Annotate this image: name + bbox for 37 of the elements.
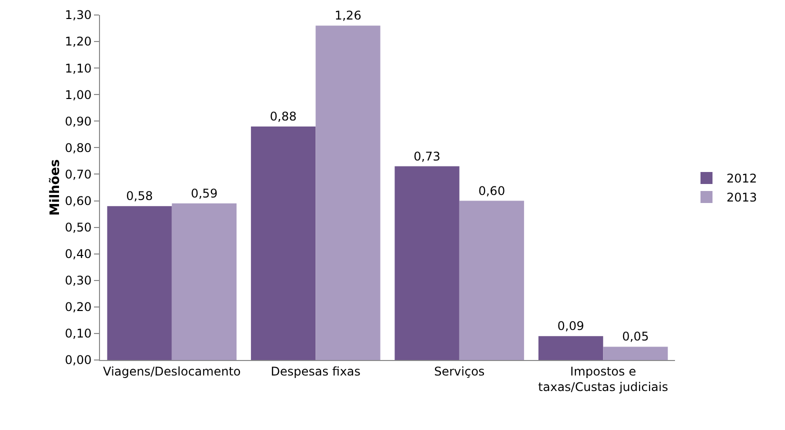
y-tick-label: 0,30 — [64, 274, 92, 288]
bar — [107, 206, 172, 360]
data-label: 0,09 — [557, 319, 584, 334]
y-tick-label: 0,00 — [64, 353, 92, 368]
y-axis-title: Milhões — [48, 158, 63, 216]
y-tick-label: 1,20 — [64, 34, 92, 49]
bar — [538, 336, 604, 360]
x-tick-label: Serviços — [434, 364, 485, 378]
bar — [250, 126, 316, 360]
bar — [394, 166, 460, 360]
y-tick-label: 0,80 — [64, 140, 92, 155]
y-tick-label: 0,40 — [64, 247, 92, 262]
x-tick-label: Despesas fixas — [270, 364, 361, 378]
y-tick-label: 0,90 — [64, 114, 92, 128]
data-label: 1,26 — [334, 8, 362, 23]
y-tick-label: 0,20 — [64, 300, 92, 314]
data-label: 0,59 — [190, 186, 218, 200]
bar — [316, 26, 380, 360]
data-label: 0,73 — [414, 149, 440, 164]
bar — [459, 200, 524, 360]
y-tick-label: 1,10 — [64, 61, 92, 76]
bar — [172, 203, 237, 360]
data-label: 0,58 — [126, 189, 153, 204]
y-tick-label: 0,50 — [64, 220, 92, 235]
y-tick-label: 1,00 — [64, 88, 92, 102]
y-tick-label: 0,60 — [64, 194, 92, 208]
y-tick-label: 0,10 — [64, 326, 92, 341]
y-tick-label: 0,70 — [64, 167, 92, 182]
legend-label: 2013 — [726, 190, 758, 205]
data-label: 0,05 — [622, 330, 649, 344]
x-tick-label: Viagens/Deslocamento — [102, 364, 241, 378]
data-label: 0,60 — [478, 184, 506, 198]
y-tick-label: 1,30 — [64, 8, 92, 22]
data-label: 0,88 — [270, 109, 297, 124]
x-tick-label: Impostos e taxas/Custas judiciais — [538, 364, 668, 394]
legend-label: 2012 — [726, 172, 758, 186]
bar — [603, 346, 668, 360]
